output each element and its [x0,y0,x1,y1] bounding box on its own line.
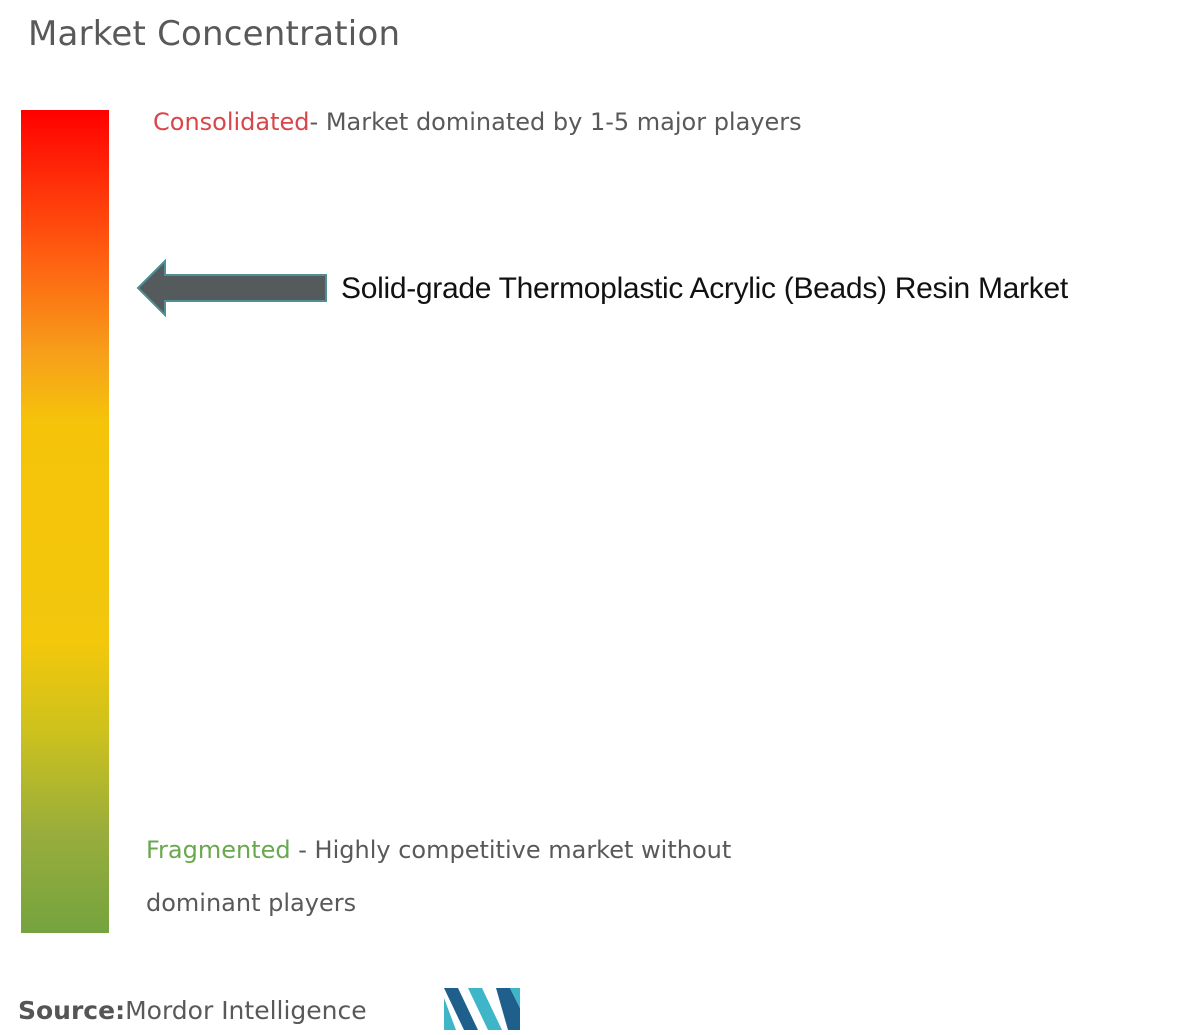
concentration-gradient-bar [21,110,109,933]
mordor-intelligence-logo-icon [444,988,520,1030]
market-name-label: Solid-grade Thermoplastic Acrylic (Beads… [341,272,1068,305]
fragmented-label-row: Fragmented - Highly competitive market w… [146,824,846,930]
chart-title: Market Concentration [28,14,401,54]
source-value: Mordor Intelligence [125,996,367,1025]
fragmented-description: - Highly competitive market without domi… [146,836,732,917]
market-position-arrow [136,259,327,317]
consolidated-label-row: Consolidated- Market dominated by 1-5 ma… [153,108,802,136]
source-label: Source: [18,996,126,1025]
consolidated-label: Consolidated [153,108,310,136]
source-line: Source:Mordor Intelligence [18,996,367,1025]
fragmented-label: Fragmented [146,836,291,864]
consolidated-description: - Market dominated by 1-5 major players [309,108,802,136]
